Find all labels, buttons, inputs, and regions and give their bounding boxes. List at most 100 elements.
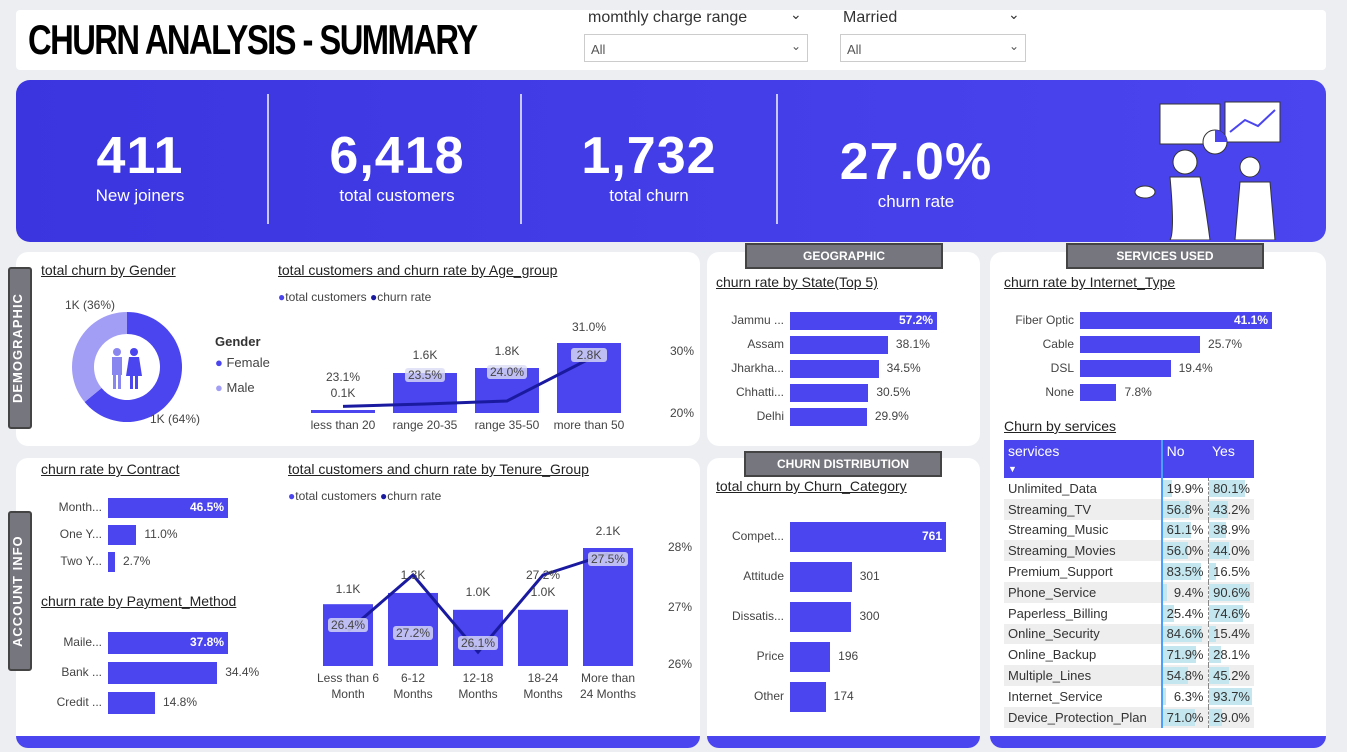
- cell-yes: 38.9%: [1208, 520, 1254, 541]
- bar[interactable]: [108, 552, 115, 572]
- bar[interactable]: [323, 604, 373, 666]
- bar-data-label: 1.3K: [400, 568, 426, 582]
- bar[interactable]: [790, 312, 937, 330]
- chevron-down-icon[interactable]: ⌄: [790, 6, 802, 22]
- bar-label: Two Y...: [60, 554, 102, 568]
- table-row[interactable]: Phone_Service 9.4% 90.6%: [1004, 581, 1254, 603]
- bar[interactable]: [1080, 384, 1117, 401]
- churn-rate-line[interactable]: [342, 357, 590, 408]
- bar-data-label: 2.1K: [595, 524, 621, 538]
- bar[interactable]: [790, 336, 888, 354]
- bar-label: Cable: [1042, 336, 1074, 351]
- table-row[interactable]: Streaming_Movies 56.0% 44.0%: [1004, 540, 1254, 562]
- column-header-no[interactable]: No: [1166, 443, 1185, 459]
- table-row[interactable]: Internet_Service 6.3% 93.7%: [1004, 685, 1254, 707]
- dropdown-value: All: [591, 42, 606, 57]
- bar-label: DSL: [1050, 360, 1074, 375]
- table-row[interactable]: Streaming_TV 56.8% 43.2%: [1004, 498, 1254, 520]
- x-tick-label: 12-18 Months: [458, 671, 498, 701]
- gender-donut-chart: [72, 312, 182, 422]
- bar[interactable]: [108, 525, 137, 545]
- service-name: Online_Security: [1004, 623, 1163, 645]
- bar-label: One Y...: [59, 527, 102, 541]
- bar[interactable]: [518, 609, 568, 666]
- cell-no: 25.4%: [1161, 602, 1209, 624]
- cell-no: 83.5%: [1161, 561, 1209, 582]
- donut-slice-female[interactable]: [84, 312, 182, 422]
- cell-yes: 28.1%: [1208, 644, 1254, 665]
- table-row[interactable]: Unlimited_Data 19.9% 80.1%: [1004, 478, 1254, 499]
- dropdown-value: All: [847, 42, 862, 57]
- column-header-yes[interactable]: Yes: [1212, 443, 1235, 459]
- bar[interactable]: [1080, 360, 1171, 377]
- y2-tick-label: 26%: [668, 657, 693, 671]
- table-row[interactable]: Online_Backup 71.9% 28.1%: [1004, 644, 1254, 666]
- bar[interactable]: [790, 522, 946, 552]
- bar[interactable]: [1080, 336, 1201, 353]
- bar-data-label: 1.6K: [412, 348, 438, 362]
- bar-label: Dissatis...: [731, 609, 784, 623]
- bar[interactable]: [583, 548, 633, 666]
- data-label: 46.5%: [189, 500, 224, 514]
- column-header-services[interactable]: services ▼: [1004, 440, 1163, 478]
- bar[interactable]: [108, 632, 228, 654]
- donut-slice-male[interactable]: [72, 312, 127, 403]
- kpi-churn-rate: 27.0% churn rate: [839, 133, 993, 211]
- service-name: Internet_Service: [1004, 685, 1163, 707]
- bar-label: Bank ...: [61, 665, 102, 679]
- bar-label: Compet...: [731, 529, 784, 543]
- monthly-charge-dropdown[interactable]: All ⌄: [584, 34, 808, 62]
- data-label: 2.7%: [122, 554, 151, 568]
- line-data-label: 26.1%: [458, 636, 498, 650]
- legend-male[interactable]: ● Male: [215, 380, 255, 395]
- data-label: 11.0%: [144, 527, 178, 541]
- table-row[interactable]: Multiple_Lines 54.8% 45.2%: [1004, 665, 1254, 686]
- bar-label: Chhatti...: [735, 385, 784, 399]
- bar[interactable]: [790, 682, 826, 712]
- bar[interactable]: [1080, 312, 1272, 329]
- table-row[interactable]: Premium_Support 83.5% 16.5%: [1004, 561, 1254, 582]
- chevron-down-icon[interactable]: ⌄: [1008, 6, 1020, 22]
- churn-rate-line[interactable]: [347, 552, 609, 655]
- divider: [267, 94, 269, 224]
- bar-label: Price: [756, 649, 784, 663]
- bar[interactable]: [790, 384, 869, 402]
- chart-title: churn rate by State(Top 5): [716, 274, 878, 290]
- data-label: 174: [833, 689, 854, 703]
- bar[interactable]: [108, 662, 218, 684]
- section-services-used: SERVICES USED: [1066, 243, 1264, 269]
- bar[interactable]: [790, 562, 852, 592]
- data-label: 30.5%: [876, 385, 911, 399]
- data-label: 37.8%: [189, 635, 224, 649]
- bar[interactable]: [311, 410, 375, 413]
- data-label: 761: [921, 529, 942, 543]
- cell-yes: 29.0%: [1208, 707, 1254, 728]
- table-row[interactable]: Online_Security 84.6% 15.4%: [1004, 623, 1254, 645]
- service-name: Paperless_Billing: [1004, 602, 1163, 624]
- x-tick-label: 6-12 Months: [393, 671, 433, 701]
- table-row[interactable]: Device_Protection_Plan 71.0% 29.0%: [1004, 706, 1254, 728]
- chart-title: Churn by services: [1004, 418, 1117, 434]
- bar[interactable]: [790, 602, 852, 632]
- section-geographic: GEOGRAPHIC: [745, 243, 943, 269]
- chart-title: total churn by Churn_Category: [716, 478, 907, 494]
- table-row[interactable]: Streaming_Music 61.1% 38.9%: [1004, 519, 1254, 541]
- bar-label: Delhi: [756, 409, 784, 423]
- service-name: Streaming_Movies: [1004, 540, 1163, 562]
- bar[interactable]: [790, 360, 879, 378]
- kpi-band: [16, 80, 1326, 242]
- data-label: 19.4%: [1178, 360, 1213, 375]
- legend-female[interactable]: ● Female: [215, 355, 270, 370]
- bar[interactable]: [108, 692, 155, 714]
- bar[interactable]: [790, 642, 831, 672]
- line-data-label: 23.1%: [325, 370, 361, 384]
- table-row[interactable]: Paperless_Billing 25.4% 74.6%: [1004, 602, 1254, 624]
- married-dropdown[interactable]: All ⌄: [840, 34, 1026, 62]
- data-label: 57.2%: [898, 313, 933, 327]
- bar-data-label: 1.8K: [494, 344, 520, 358]
- cell-no: 9.4%: [1161, 581, 1209, 603]
- bar-label: Attitude: [743, 569, 784, 583]
- bar[interactable]: [790, 408, 867, 426]
- bar-label: Month...: [58, 500, 102, 514]
- bar[interactable]: [108, 498, 228, 518]
